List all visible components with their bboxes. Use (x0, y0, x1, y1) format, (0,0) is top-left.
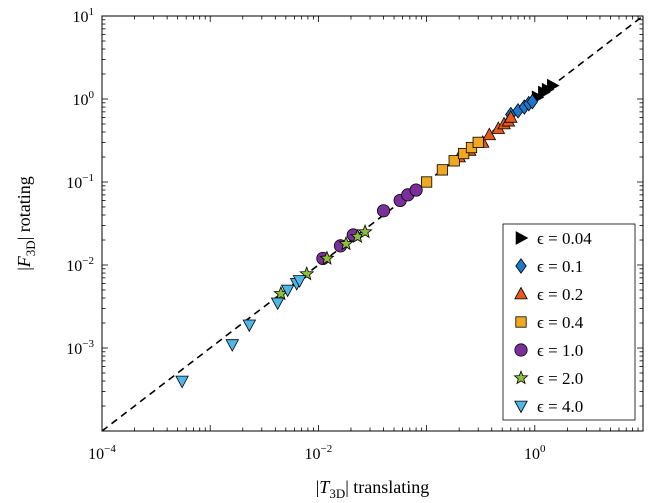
data-point (448, 155, 460, 167)
y-tick-label: 10−3 (66, 338, 94, 358)
x-tick-label: 10−2 (305, 443, 333, 463)
data-point (376, 204, 391, 218)
data-point (225, 339, 240, 352)
legend-label: ϵ = 0.1 (537, 257, 583, 276)
x-tick-labels: 10−4 10−2 100 (88, 443, 546, 463)
legend-marker (515, 316, 527, 328)
data-point (292, 275, 307, 288)
data-points (175, 78, 560, 389)
x-tick-label: 10−4 (88, 443, 116, 463)
data-point (357, 224, 373, 239)
legend: ϵ = 0.04 ϵ = 0.1 ϵ = 0.2 ϵ = 0.4 ϵ = 1.0 ϵ = … (502, 223, 636, 421)
data-point (436, 164, 449, 176)
data-point (472, 136, 484, 148)
data-point (503, 110, 518, 123)
data-point (458, 147, 470, 160)
data-point (280, 284, 295, 298)
plot-area-frame (101, 15, 644, 432)
legend-label: ϵ = 1.0 (537, 341, 583, 360)
y-tick-label: 10−1 (66, 172, 94, 192)
data-point (242, 319, 257, 333)
data-point (420, 176, 433, 188)
legend-label: ϵ = 2.0 (537, 369, 583, 388)
legend-marker (515, 258, 527, 274)
data-point (409, 183, 423, 197)
axis-ticks (101, 15, 644, 432)
data-point (338, 235, 354, 251)
data-point (319, 250, 335, 265)
y-axis-label: |F3D| rotating (14, 176, 38, 271)
legend-label: ϵ = 0.2 (537, 285, 583, 304)
legend-marker (514, 286, 528, 300)
y-tick-labels: 10−3 10−2 10−1 100 101 (66, 6, 94, 358)
legend-label: ϵ = 4.0 (537, 397, 583, 416)
data-point (482, 127, 497, 141)
data-point (270, 297, 285, 311)
data-point (299, 266, 315, 281)
legend-label: ϵ = 0.4 (537, 313, 584, 332)
legend-marker (514, 400, 528, 414)
legend-marker (514, 343, 528, 357)
legend-label: ϵ = 0.04 (537, 229, 592, 248)
x-axis-label: |T3D| translating (316, 477, 430, 501)
data-point (546, 78, 560, 93)
legend-marker (515, 231, 529, 245)
y-tick-label: 100 (73, 89, 95, 109)
y-tick-label: 10−2 (66, 255, 94, 275)
x-tick-label: 100 (524, 443, 546, 463)
data-point (175, 375, 189, 389)
y-tick-label: 101 (73, 6, 95, 26)
data-point (526, 93, 539, 110)
legend-marker (513, 370, 529, 385)
